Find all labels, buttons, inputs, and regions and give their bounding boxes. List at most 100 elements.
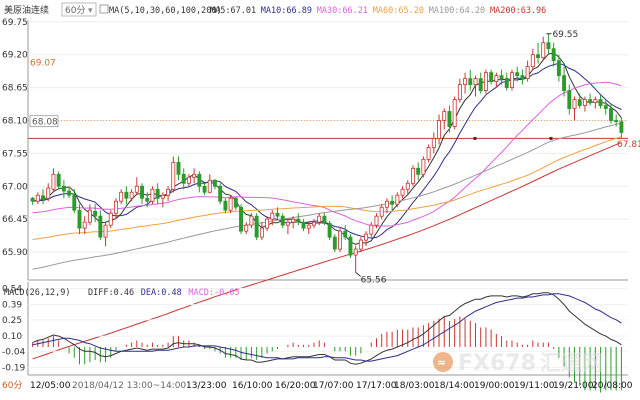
candle[interactable] bbox=[510, 69, 514, 91]
candle[interactable] bbox=[390, 195, 395, 211]
candle[interactable] bbox=[541, 36, 546, 61]
candle[interactable] bbox=[35, 192, 40, 205]
candle[interactable] bbox=[296, 213, 301, 226]
candle[interactable] bbox=[280, 213, 285, 229]
candle[interactable] bbox=[327, 220, 332, 241]
candle[interactable] bbox=[312, 219, 316, 229]
candle[interactable] bbox=[353, 246, 358, 273]
candle[interactable] bbox=[343, 225, 348, 241]
candle[interactable] bbox=[61, 180, 66, 199]
period-dropdown-icon[interactable]: ▾ bbox=[88, 6, 93, 16]
candle[interactable] bbox=[562, 66, 567, 97]
candle[interactable] bbox=[395, 192, 400, 208]
candle[interactable] bbox=[421, 156, 426, 178]
candle[interactable] bbox=[186, 174, 191, 187]
candle[interactable] bbox=[259, 222, 264, 241]
candle[interactable] bbox=[348, 234, 353, 259]
candle[interactable] bbox=[306, 222, 311, 235]
candle[interactable] bbox=[213, 179, 217, 190]
candle[interactable] bbox=[379, 204, 384, 220]
candle[interactable] bbox=[166, 186, 171, 202]
candle[interactable] bbox=[114, 198, 118, 220]
candle[interactable] bbox=[119, 189, 124, 205]
candle[interactable] bbox=[197, 171, 202, 193]
candle[interactable] bbox=[384, 198, 389, 214]
candle[interactable] bbox=[463, 72, 468, 94]
candle[interactable] bbox=[228, 195, 233, 214]
candle[interactable] bbox=[457, 78, 462, 103]
candle[interactable] bbox=[155, 183, 160, 205]
candle[interactable] bbox=[322, 213, 327, 226]
candle[interactable] bbox=[400, 186, 405, 199]
candle[interactable] bbox=[145, 192, 150, 208]
candle[interactable] bbox=[233, 197, 238, 211]
candle[interactable] bbox=[181, 168, 186, 190]
period-label[interactable]: 60分 bbox=[65, 5, 85, 16]
candle[interactable] bbox=[405, 180, 410, 196]
candle[interactable] bbox=[494, 72, 499, 88]
candle[interactable] bbox=[124, 186, 129, 205]
candle[interactable] bbox=[614, 114, 619, 127]
candle[interactable] bbox=[301, 219, 306, 232]
candle[interactable] bbox=[515, 66, 520, 82]
candle[interactable] bbox=[192, 168, 197, 184]
candle[interactable] bbox=[134, 177, 139, 196]
candle[interactable] bbox=[338, 228, 342, 253]
candle[interactable] bbox=[588, 93, 593, 106]
candle[interactable] bbox=[254, 213, 259, 241]
candle[interactable] bbox=[546, 33, 551, 55]
candle[interactable] bbox=[603, 99, 608, 115]
candle[interactable] bbox=[202, 183, 207, 196]
candle[interactable] bbox=[520, 69, 525, 85]
candle[interactable] bbox=[358, 237, 363, 253]
candle[interactable] bbox=[332, 234, 337, 253]
candle[interactable] bbox=[244, 222, 249, 235]
candle[interactable] bbox=[108, 210, 113, 229]
candle[interactable] bbox=[160, 192, 165, 208]
candle[interactable] bbox=[265, 216, 270, 232]
candle[interactable] bbox=[468, 69, 473, 91]
candle[interactable] bbox=[77, 204, 82, 235]
candle[interactable] bbox=[609, 103, 613, 124]
candle[interactable] bbox=[218, 183, 223, 205]
candle[interactable] bbox=[285, 219, 290, 235]
candle[interactable] bbox=[140, 183, 144, 205]
candle[interactable] bbox=[525, 60, 530, 82]
candle[interactable] bbox=[504, 72, 509, 91]
candle[interactable] bbox=[150, 186, 155, 205]
candle[interactable] bbox=[473, 75, 478, 97]
candle[interactable] bbox=[530, 48, 535, 70]
candle[interactable] bbox=[317, 213, 322, 226]
candle[interactable] bbox=[437, 114, 441, 145]
candle[interactable] bbox=[239, 204, 243, 235]
candle[interactable] bbox=[51, 168, 56, 193]
candle[interactable] bbox=[129, 189, 134, 202]
candle[interactable] bbox=[499, 69, 504, 85]
candle[interactable] bbox=[598, 95, 603, 109]
candle[interactable] bbox=[270, 210, 275, 226]
candle[interactable] bbox=[593, 96, 598, 109]
candle[interactable] bbox=[207, 174, 212, 194]
candle[interactable] bbox=[67, 186, 72, 199]
period-box[interactable] bbox=[61, 2, 97, 17]
candle[interactable] bbox=[577, 93, 582, 109]
candle[interactable] bbox=[249, 213, 254, 229]
candle[interactable] bbox=[275, 207, 280, 220]
candle[interactable] bbox=[619, 117, 624, 138]
candle[interactable] bbox=[582, 96, 587, 112]
candle[interactable] bbox=[72, 189, 77, 214]
candle[interactable] bbox=[364, 231, 369, 247]
candle[interactable] bbox=[93, 204, 98, 223]
candle[interactable] bbox=[426, 144, 431, 163]
candle[interactable] bbox=[442, 108, 447, 130]
ma-checkbox[interactable] bbox=[99, 4, 109, 14]
candle[interactable] bbox=[374, 213, 379, 229]
candle[interactable] bbox=[452, 96, 457, 130]
candle[interactable] bbox=[176, 156, 181, 181]
candle[interactable] bbox=[46, 183, 51, 202]
candle[interactable] bbox=[87, 204, 92, 226]
candle[interactable] bbox=[416, 162, 421, 181]
candle[interactable] bbox=[103, 222, 108, 247]
candle[interactable] bbox=[223, 198, 228, 214]
candle[interactable] bbox=[291, 216, 296, 229]
